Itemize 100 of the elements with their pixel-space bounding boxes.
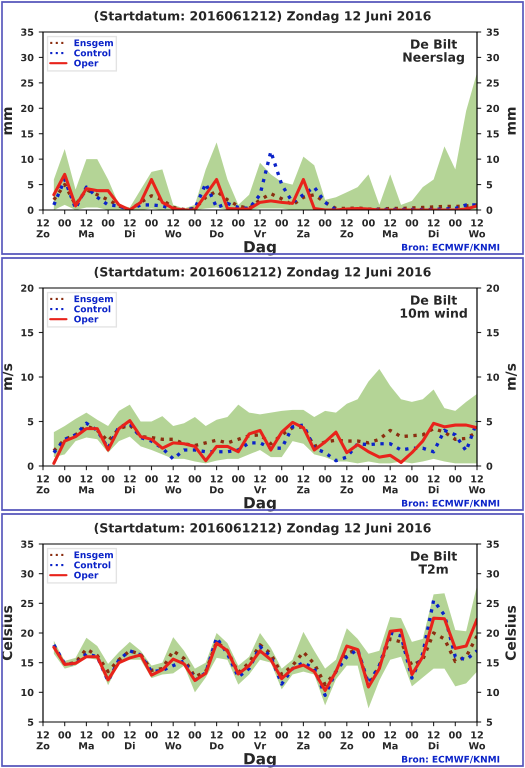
y2-axis-title: m/s: [506, 364, 517, 390]
x-tick-label: 00: [449, 475, 462, 483]
x-tick-label: 00: [145, 731, 158, 739]
x-tick-label: 12 Za: [297, 475, 310, 494]
annotation: De Bilt T2m: [411, 551, 457, 574]
x-axis-title: Dag: [244, 241, 276, 256]
x-tick-label: 00: [318, 219, 332, 227]
x-tick-label: 12 Ma: [382, 219, 398, 238]
x-tick-label: 12 Vr: [254, 731, 266, 750]
x-tick-label: 12 Di: [124, 731, 136, 750]
chart-title: (Startdatum: 2016061212) Zondag 12 Juni 2016: [94, 522, 431, 536]
x-tick-label: 12 Zo: [36, 475, 50, 494]
x-tick-label: 12 Wo: [164, 475, 182, 494]
x-tick-label: 12 Ma: [79, 219, 94, 238]
x-tick-label: 12 Do: [210, 731, 224, 750]
legend-label: Oper: [74, 60, 98, 68]
x-tick-label: 12 Do: [210, 219, 224, 238]
legend-label: Ensgem: [74, 40, 113, 48]
y2-axis-title: mm: [508, 108, 516, 134]
x-tick-label: 12 Zo: [340, 475, 354, 494]
y-tick-label: 5: [28, 718, 34, 726]
x-axis-title: Dag: [244, 497, 276, 512]
line-series: [52, 598, 477, 697]
y2-tick-label: 20: [486, 629, 500, 637]
x-tick-label: 12 Do: [210, 475, 224, 494]
x-tick-label: 12 Vr: [254, 219, 266, 238]
y-tick-label: 30: [21, 54, 34, 62]
y-axis-title: Celsius: [1, 606, 12, 660]
x-tick-label: 00: [275, 731, 288, 739]
x-tick-label: 00: [406, 731, 418, 739]
y-tick-label: 15: [22, 659, 34, 666]
x-tick-label: 12 Zo: [340, 219, 354, 238]
legend-label: Ensgem: [74, 296, 113, 304]
x-tick-label: 00: [362, 219, 375, 227]
x-tick-label: 12 Ma: [382, 731, 398, 750]
x-tick-label: 00: [232, 731, 245, 739]
y2-tick-label: 5: [486, 418, 492, 426]
y-tick-label: 10: [22, 373, 34, 381]
y-tick-label: 15: [22, 130, 34, 138]
y2-tick-label: 20: [486, 104, 500, 112]
x-tick-label: 12 Di: [124, 475, 136, 494]
x-tick-label: 12 Zo: [340, 731, 354, 750]
y2-tick-label: 25: [486, 600, 499, 608]
y2-tick-label: 15: [487, 130, 499, 138]
x-tick-label: 12 Di: [428, 731, 440, 750]
y2-tick-label: 35: [486, 540, 499, 548]
x-tick-label: 12 Wo: [468, 219, 486, 238]
y2-tick-label: 15: [487, 659, 499, 666]
x-tick-label: 00: [102, 219, 114, 227]
x-tick-label: 12 Ma: [382, 475, 398, 494]
y-axis-title: mm: [4, 108, 12, 134]
x-tick-label: 12 Zo: [36, 731, 50, 750]
y-tick-label: 30: [21, 570, 34, 578]
x-tick-label: 00: [188, 475, 202, 483]
legend-label: Ensgem: [74, 552, 113, 560]
y-tick-label: 20: [21, 629, 34, 637]
x-tick-label: 00: [145, 475, 158, 483]
y2-tick-label: 30: [486, 54, 500, 62]
legend-label: Control: [74, 49, 110, 56]
x-tick-label: 00: [188, 731, 202, 739]
x-tick-label: 12 Di: [428, 219, 440, 238]
y2-axis-title: Celsius: [505, 606, 516, 660]
text: Bron: ECMWF/KNMI: [402, 756, 500, 764]
annotation: De Bilt Neerslag: [403, 39, 464, 64]
x-tick-label: 12 Wo: [468, 731, 486, 750]
x-tick-label: 00: [58, 475, 71, 483]
x-tick-label: 12 Wo: [164, 731, 182, 750]
line-series: [52, 172, 477, 210]
y-tick-label: 5: [28, 418, 34, 426]
y-tick-label: 25: [21, 600, 34, 608]
x-tick-label: 00: [318, 731, 332, 739]
x-tick-label: 00: [102, 475, 114, 483]
x-axis-title: Dag: [244, 753, 276, 768]
legend-label: Control: [74, 561, 110, 568]
text: Bron: ECMWF/KNMI: [402, 244, 500, 252]
x-tick-label: 12 Za: [297, 731, 310, 750]
x-tick-label: 00: [449, 219, 462, 227]
x-tick-label: 12 Wo: [164, 219, 182, 238]
y-tick-label: 15: [22, 329, 34, 336]
x-tick-label: 00: [318, 475, 332, 483]
y2-tick-label: 0: [486, 462, 492, 470]
chart-title: (Startdatum: 2016061212) Zondag 12 Juni 2016: [94, 266, 431, 280]
x-tick-label: 12 Wo: [468, 475, 486, 494]
line-series: [52, 182, 477, 210]
x-tick-label: 12 Za: [297, 219, 310, 238]
y2-tick-label: 5: [486, 181, 492, 188]
y-tick-label: 20: [21, 284, 34, 292]
x-tick-label: 12 Ma: [79, 475, 94, 494]
legend-label: Control: [74, 305, 110, 312]
y2-tick-label: 35: [486, 28, 499, 36]
y2-tick-label: 30: [486, 570, 500, 578]
x-tick-label: 00: [232, 475, 245, 483]
y-tick-label: 10: [22, 156, 34, 163]
y2-tick-label: 20: [486, 284, 500, 292]
y2-tick-label: 10: [487, 156, 500, 163]
y2-tick-label: 10: [487, 688, 500, 696]
y2-tick-label: 25: [486, 79, 499, 87]
x-tick-label: 12 Vr: [254, 475, 266, 494]
x-tick-label: 00: [362, 475, 375, 483]
x-tick-label: 12 Di: [124, 219, 136, 238]
